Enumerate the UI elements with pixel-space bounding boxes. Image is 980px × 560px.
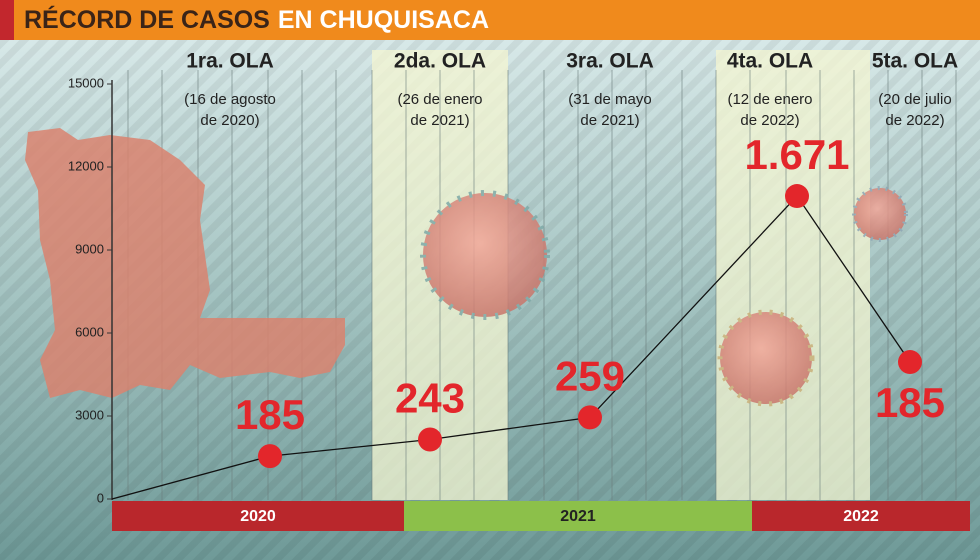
wave-date: (31 de mayo bbox=[568, 91, 651, 108]
wave-label: 1ra. OLA bbox=[186, 50, 274, 73]
y-tick-label: 12000 bbox=[68, 158, 104, 173]
point bbox=[258, 444, 282, 469]
point bbox=[898, 350, 922, 375]
header-title: RÉCORD DE CASOS EN CHUQUISACA bbox=[24, 5, 489, 34]
point-label: 1.671 bbox=[744, 131, 849, 178]
line-start bbox=[111, 455, 271, 500]
wave-label: 4ta. OLA bbox=[727, 50, 813, 73]
point-label: 185 bbox=[235, 391, 305, 438]
wave-label: 5ta. OLA bbox=[872, 50, 958, 73]
map-shape bbox=[25, 128, 345, 398]
y-tick-label: 9000 bbox=[75, 241, 104, 256]
wave-date: de 2022) bbox=[885, 112, 944, 129]
year-label: 2022 bbox=[843, 508, 879, 525]
wave-label: 3ra. OLA bbox=[566, 50, 654, 73]
point-label: 185 bbox=[875, 379, 945, 426]
wave-date: de 2022) bbox=[740, 112, 799, 129]
virus-decorations bbox=[420, 186, 908, 407]
wave-date: (16 de agosto bbox=[184, 91, 276, 108]
wave-date: de 2021) bbox=[580, 112, 639, 129]
year-bar bbox=[752, 501, 970, 531]
header-title-main: RÉCORD DE CASOS bbox=[24, 5, 270, 34]
point-label: 259 bbox=[555, 352, 625, 399]
year-label: 2020 bbox=[240, 508, 276, 525]
header-bar bbox=[0, 0, 980, 40]
header-highlight: EN CHUQUISACA bbox=[278, 6, 489, 34]
wave-date: (20 de julio bbox=[878, 91, 951, 108]
point-label: 243 bbox=[395, 375, 465, 422]
point bbox=[785, 184, 809, 209]
wave-band bbox=[716, 50, 870, 500]
year-label: 2021 bbox=[560, 508, 596, 525]
wave-date: de 2021) bbox=[410, 112, 469, 129]
y-tick-label: 15000 bbox=[68, 75, 104, 90]
y-tick-label: 3000 bbox=[75, 407, 104, 422]
wave-date: (12 de enero bbox=[727, 91, 812, 108]
year-bar bbox=[112, 501, 404, 531]
header-accent bbox=[0, 0, 14, 40]
wave-label: 2da. OLA bbox=[394, 50, 486, 73]
y-tick-label: 0 bbox=[97, 490, 104, 505]
point bbox=[418, 427, 442, 452]
year-bar bbox=[404, 501, 752, 531]
y-tick-label: 6000 bbox=[75, 324, 104, 339]
wave-date: (26 de enero bbox=[397, 91, 482, 108]
point bbox=[578, 405, 602, 430]
wave-date: de 2020) bbox=[200, 112, 259, 129]
